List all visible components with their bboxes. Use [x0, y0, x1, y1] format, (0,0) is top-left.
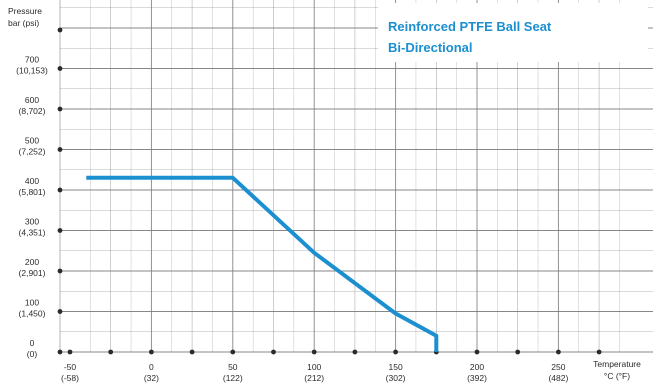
y-tick-dot	[57, 147, 63, 152]
x-tick-label: 0	[149, 362, 154, 372]
x-tick-dot	[393, 349, 398, 355]
y-axis-title-line-1: Pressure	[8, 6, 42, 16]
y-tick-sublabel: (2,901)	[19, 268, 46, 278]
x-tick-label: 200	[470, 362, 484, 372]
pressure-rating-line	[86, 175, 439, 352]
y-tick-label: 500	[25, 136, 39, 146]
x-minor-tick-dot	[108, 349, 114, 355]
x-tick-label: 150	[389, 362, 403, 372]
y-tick-dot	[57, 268, 63, 274]
chart-title-box: Reinforced PTFE Ball Seat Bi-Directional	[378, 3, 648, 62]
x-minor-tick-dot	[271, 349, 276, 355]
y-tick-dot-top	[57, 27, 63, 33]
series	[86, 175, 439, 353]
x-tick-label: 50	[228, 362, 238, 372]
y-tick-label: 700	[25, 55, 39, 65]
axis-ticks: -50(-58)0(32)50(122)100(212)150(302)200(…	[16, 27, 602, 383]
y-tick-label: 600	[25, 95, 39, 105]
x-tick-sublabel: (302)	[386, 373, 406, 383]
x-tick-dot	[556, 349, 561, 355]
x-tick-dot	[474, 349, 480, 355]
x-tick-sublabel: (212)	[304, 373, 324, 383]
x-tick-dot	[311, 349, 317, 355]
y-tick-sublabel: (0)	[27, 349, 38, 359]
y-tick-sublabel: (10,153)	[16, 66, 48, 76]
y-tick-dot	[57, 106, 63, 112]
y-tick-dot	[57, 187, 63, 193]
y-axis-title-line-2: bar (psi)	[8, 18, 39, 28]
y-tick-sublabel: (1,450)	[19, 309, 46, 319]
chart-title-line-1: Reinforced PTFE Ball Seat	[388, 19, 552, 34]
y-tick-label: 400	[25, 176, 39, 186]
x-minor-tick-dot	[189, 349, 195, 355]
y-tick-sublabel: (7,252)	[19, 147, 46, 157]
x-minor-tick-dot	[596, 349, 602, 355]
x-tick-label: 250	[551, 362, 565, 372]
y-tick-label: 200	[25, 257, 39, 267]
x-axis-title-line-1: Temperature	[593, 359, 641, 369]
y-tick-dot	[57, 309, 63, 314]
y-tick-dot	[57, 66, 63, 71]
x-minor-tick-dot	[515, 349, 521, 355]
y-tick-sublabel: (8,702)	[19, 106, 46, 116]
chart-title-line-2: Bi-Directional	[388, 40, 473, 55]
x-tick-sublabel: (-58)	[61, 373, 79, 383]
y-axis-title: Pressure bar (psi)	[8, 6, 42, 28]
y-tick-sublabel: (4,351)	[19, 228, 46, 238]
x-tick-sublabel: (32)	[144, 373, 159, 383]
y-tick-dot	[57, 228, 63, 233]
x-axis-title-line-2: °C (°F)	[604, 371, 630, 381]
x-tick-label: -50	[64, 362, 77, 372]
x-tick-sublabel: (482)	[548, 373, 568, 383]
x-tick-label: 100	[307, 362, 321, 372]
y-tick-label: 300	[25, 217, 39, 227]
y-tick-dot	[57, 349, 63, 355]
y-tick-label: 100	[25, 298, 39, 308]
x-tick-dot	[67, 349, 73, 355]
x-tick-dot	[230, 349, 236, 355]
x-axis-title: Temperature °C (°F)	[593, 359, 641, 381]
y-tick-sublabel: (5,801)	[19, 187, 46, 197]
x-tick-sublabel: (122)	[223, 373, 243, 383]
x-minor-tick-dot	[352, 349, 358, 355]
x-tick-sublabel: (392)	[467, 373, 487, 383]
y-tick-label: 0	[30, 338, 35, 348]
x-tick-dot	[149, 349, 154, 355]
